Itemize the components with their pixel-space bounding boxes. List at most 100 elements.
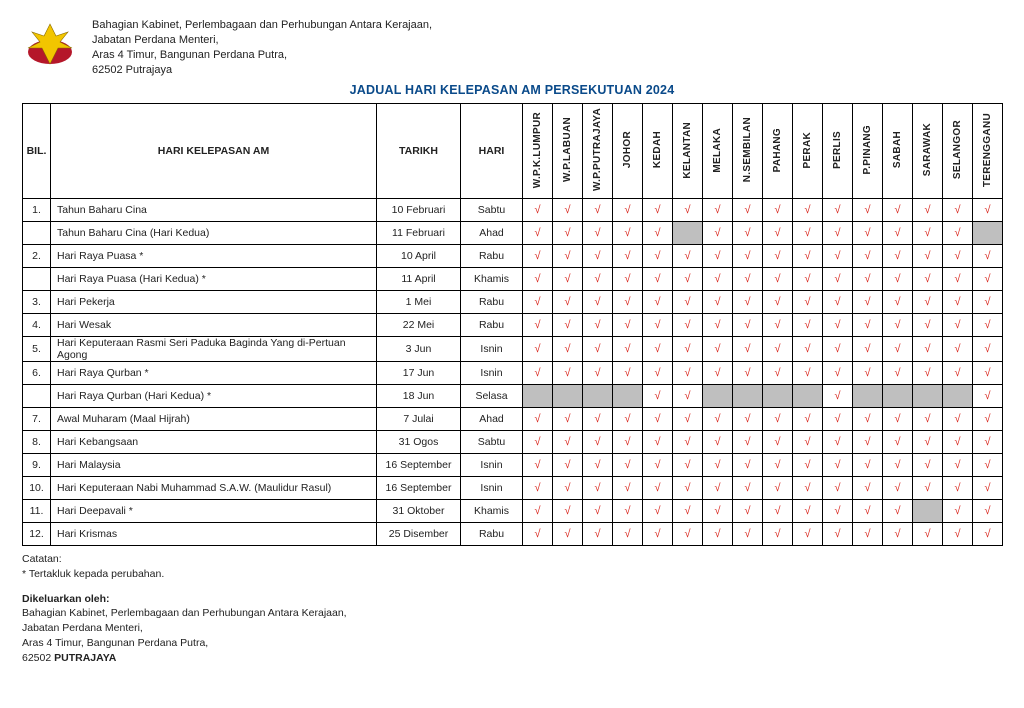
col-state: SABAH bbox=[883, 104, 913, 199]
state-cell: √ bbox=[853, 431, 883, 454]
col-state: SELANGOR bbox=[943, 104, 973, 199]
tick-icon: √ bbox=[534, 319, 540, 331]
tick-icon: √ bbox=[594, 436, 600, 448]
tick-icon: √ bbox=[894, 505, 900, 517]
state-cell: √ bbox=[673, 385, 703, 408]
state-cell: √ bbox=[523, 199, 553, 222]
tick-icon: √ bbox=[864, 296, 870, 308]
state-cell: √ bbox=[973, 477, 1003, 500]
state-cell: √ bbox=[793, 431, 823, 454]
state-cell: √ bbox=[733, 291, 763, 314]
state-cell: √ bbox=[643, 431, 673, 454]
tick-icon: √ bbox=[564, 482, 570, 494]
tick-icon: √ bbox=[654, 319, 660, 331]
tick-icon: √ bbox=[774, 528, 780, 540]
letterhead: Bahagian Kabinet, Perlembagaan dan Perhu… bbox=[22, 18, 1002, 77]
state-cell: √ bbox=[733, 337, 763, 362]
table-row: Hari Raya Qurban (Hari Kedua) *18 JunSel… bbox=[23, 385, 1003, 408]
state-cell: √ bbox=[823, 222, 853, 245]
table-row: 12.Hari Krismas25 DisemberRabu√√√√√√√√√√… bbox=[23, 523, 1003, 546]
tick-icon: √ bbox=[624, 413, 630, 425]
tick-icon: √ bbox=[744, 319, 750, 331]
tick-icon: √ bbox=[804, 459, 810, 471]
tick-icon: √ bbox=[564, 367, 570, 379]
tick-icon: √ bbox=[624, 459, 630, 471]
state-cell: √ bbox=[523, 291, 553, 314]
state-cell: √ bbox=[793, 245, 823, 268]
state-cell: √ bbox=[763, 454, 793, 477]
state-cell: √ bbox=[613, 477, 643, 500]
state-cell: √ bbox=[583, 245, 613, 268]
tick-icon: √ bbox=[924, 273, 930, 285]
state-cell: √ bbox=[553, 222, 583, 245]
tick-icon: √ bbox=[864, 343, 870, 355]
tick-icon: √ bbox=[774, 367, 780, 379]
tick-icon: √ bbox=[744, 204, 750, 216]
state-cell: √ bbox=[853, 245, 883, 268]
tick-icon: √ bbox=[954, 250, 960, 262]
state-cell: √ bbox=[703, 408, 733, 431]
tick-icon: √ bbox=[954, 296, 960, 308]
tick-icon: √ bbox=[654, 482, 660, 494]
state-cell: √ bbox=[733, 408, 763, 431]
state-cell: √ bbox=[703, 454, 733, 477]
state-cell: √ bbox=[553, 291, 583, 314]
tick-icon: √ bbox=[594, 204, 600, 216]
col-state: P.PINANG bbox=[853, 104, 883, 199]
table-row: Hari Raya Puasa (Hari Kedua) *11 AprilKh… bbox=[23, 268, 1003, 291]
state-cell: √ bbox=[913, 291, 943, 314]
state-cell: √ bbox=[913, 268, 943, 291]
state-cell: √ bbox=[553, 314, 583, 337]
state-cell: √ bbox=[793, 523, 823, 546]
state-cell: √ bbox=[883, 408, 913, 431]
state-cell: √ bbox=[823, 408, 853, 431]
state-cell: √ bbox=[883, 454, 913, 477]
state-cell: √ bbox=[793, 500, 823, 523]
state-cell: √ bbox=[733, 314, 763, 337]
tick-icon: √ bbox=[564, 273, 570, 285]
state-cell: √ bbox=[973, 245, 1003, 268]
document-title: JADUAL HARI KELEPASAN AM PERSEKUTUAN 202… bbox=[22, 83, 1002, 97]
state-cell: √ bbox=[793, 408, 823, 431]
tick-icon: √ bbox=[624, 319, 630, 331]
state-cell: √ bbox=[643, 362, 673, 385]
state-cell: √ bbox=[583, 500, 613, 523]
state-cell: √ bbox=[673, 431, 703, 454]
state-cell: √ bbox=[883, 431, 913, 454]
state-cell: √ bbox=[943, 408, 973, 431]
tick-icon: √ bbox=[804, 343, 810, 355]
state-cell: √ bbox=[883, 337, 913, 362]
tick-icon: √ bbox=[534, 204, 540, 216]
state-cell: √ bbox=[583, 523, 613, 546]
col-state: KEDAH bbox=[643, 104, 673, 199]
tick-icon: √ bbox=[804, 436, 810, 448]
tick-icon: √ bbox=[804, 528, 810, 540]
state-cell: √ bbox=[583, 408, 613, 431]
tick-icon: √ bbox=[594, 413, 600, 425]
state-cell: √ bbox=[643, 199, 673, 222]
table-row: 3.Hari Pekerja1 MeiRabu√√√√√√√√√√√√√√√√ bbox=[23, 291, 1003, 314]
tick-icon: √ bbox=[804, 296, 810, 308]
state-cell: √ bbox=[853, 222, 883, 245]
state-cell: √ bbox=[793, 477, 823, 500]
state-cell: √ bbox=[703, 245, 733, 268]
tick-icon: √ bbox=[714, 413, 720, 425]
tick-icon: √ bbox=[834, 273, 840, 285]
state-cell: √ bbox=[613, 337, 643, 362]
state-cell: √ bbox=[613, 408, 643, 431]
state-cell: √ bbox=[613, 454, 643, 477]
notes: Catatan: * Tertakluk kepada perubahan. bbox=[22, 552, 1002, 581]
tick-icon: √ bbox=[714, 227, 720, 239]
tick-icon: √ bbox=[564, 413, 570, 425]
state-cell: √ bbox=[583, 291, 613, 314]
state-cell: √ bbox=[733, 454, 763, 477]
col-state: SARAWAK bbox=[913, 104, 943, 199]
tick-icon: √ bbox=[894, 343, 900, 355]
tick-icon: √ bbox=[804, 482, 810, 494]
state-cell: √ bbox=[643, 268, 673, 291]
tick-icon: √ bbox=[864, 528, 870, 540]
state-cell: √ bbox=[853, 337, 883, 362]
state-cell: √ bbox=[613, 291, 643, 314]
state-cell: √ bbox=[673, 314, 703, 337]
state-cell: √ bbox=[913, 431, 943, 454]
